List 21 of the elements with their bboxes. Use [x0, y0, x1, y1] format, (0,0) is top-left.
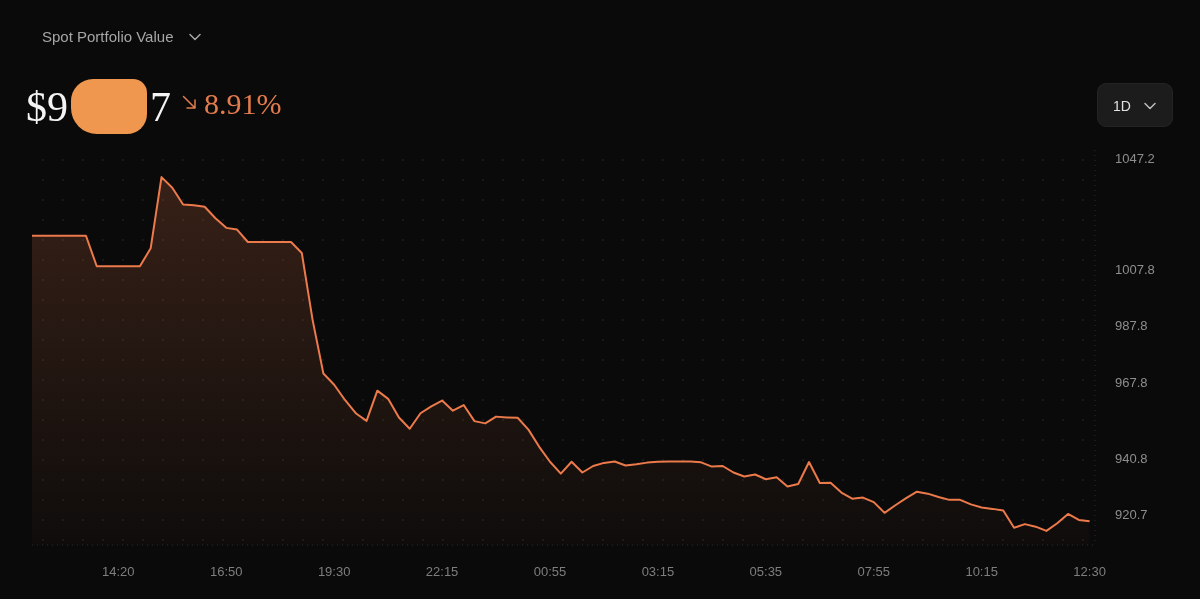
x-tick-label: 07:55: [857, 564, 891, 580]
y-tick-label: 940.8: [1115, 450, 1148, 466]
dropdown-button: 1D: [1097, 83, 1173, 127]
x-tick-label: 16:50: [209, 564, 243, 580]
text: 8.91%: [204, 86, 282, 122]
x-tick-label: 10:15: [965, 564, 998, 580]
x-tick-label: 14:20: [102, 564, 135, 580]
chart-title: Spot Portfolio Value: [42, 28, 174, 46]
text: $9: [26, 82, 68, 132]
x-tick-label: 19:30: [317, 564, 351, 580]
y-tick-label: 967.8: [1115, 374, 1148, 390]
text: 7: [150, 82, 171, 132]
x-tick-label: 05:35: [749, 564, 783, 580]
x-tick-label: 00:55: [533, 564, 567, 580]
x-tick-label: 22:15: [425, 564, 459, 580]
x-tick-label: 12:30: [1073, 564, 1106, 580]
y-tick-label: 1047.2: [1115, 150, 1155, 166]
y-tick-label: 987.8: [1115, 318, 1148, 334]
x-tick-label: 03:15: [641, 564, 675, 580]
y-tick-label: 920.7: [1115, 507, 1148, 523]
y-tick-label: 1007.8: [1115, 261, 1155, 277]
